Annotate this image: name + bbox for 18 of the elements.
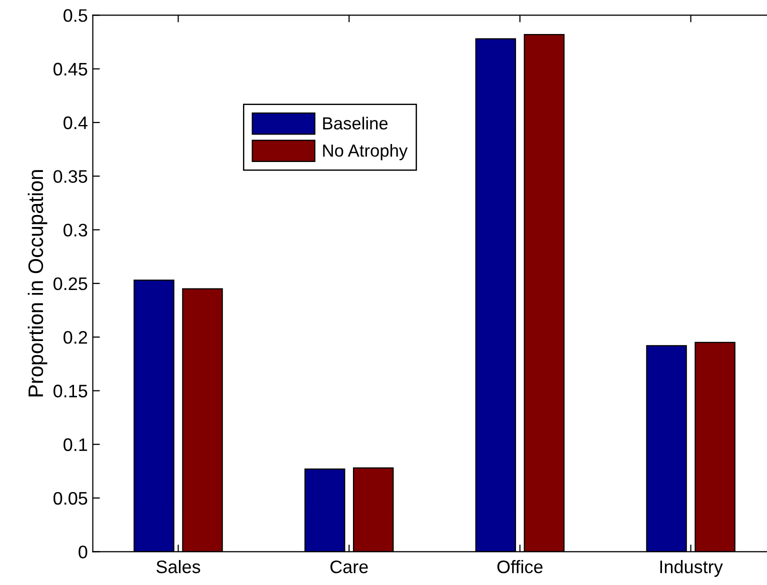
- y-tick-label: 0.25: [54, 277, 88, 290]
- y-tick-label: 0.15: [54, 384, 88, 398]
- y-tick-label: 0: [78, 546, 88, 558]
- legend-label: No Atrophy: [323, 144, 408, 160]
- y-tick-label: 0.1: [64, 438, 88, 452]
- y-tick-label: 0.05: [54, 492, 88, 505]
- y-tick-label: 0.3: [64, 224, 88, 237]
- y-tick-label: 0.4: [64, 116, 88, 130]
- legend-label: Baseline: [323, 116, 388, 130]
- y-tick-label: 0.45: [54, 62, 88, 76]
- y-tick-label: 0.5: [64, 9, 88, 22]
- x-tick-label: Sales: [156, 560, 200, 574]
- x-tick-label: Office: [497, 560, 543, 574]
- y-axis-title: Proportion in Occupation: [28, 170, 48, 396]
- y-tick-label: 0.2: [64, 331, 88, 344]
- x-tick-label: Industry: [660, 560, 723, 577]
- y-tick-label: 0.35: [54, 170, 88, 183]
- x-tick-label: Care: [330, 560, 368, 574]
